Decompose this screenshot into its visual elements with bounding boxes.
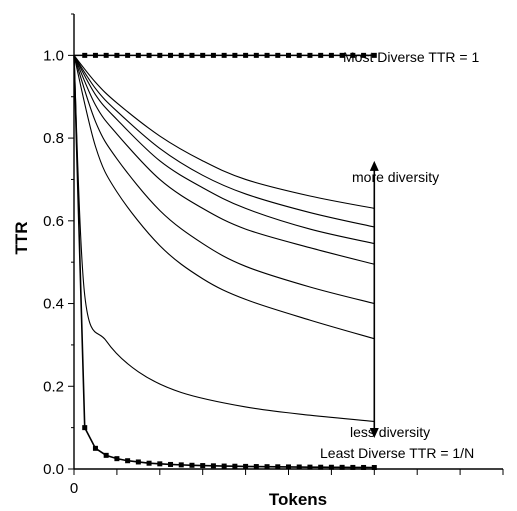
y-axis-title: TTR: [12, 221, 31, 254]
lower-bound-point: [253, 464, 259, 470]
upper-bound-point: [200, 52, 206, 58]
lower-bound-point: [135, 459, 141, 465]
y-tick-label: 1.0: [43, 47, 64, 64]
upper-bound-point: [275, 52, 281, 58]
upper-bound-point: [157, 52, 163, 58]
lower-bound-point: [146, 460, 152, 466]
lower-bound-point: [210, 463, 216, 469]
upper-bound-point: [339, 52, 345, 58]
upper-bound-point: [243, 52, 249, 58]
ttr-curve-2: [73, 55, 375, 340]
upper-bound-point: [168, 52, 174, 58]
lower-bound-point: [286, 464, 291, 470]
lower-bound-point: [178, 462, 184, 468]
upper-bound-point: [328, 52, 334, 58]
upper-bound-point: [350, 52, 356, 58]
bounds: [73, 52, 377, 471]
lower-bound-label: Least Diverse TTR = 1/N: [320, 445, 474, 461]
lower-bound-point: [232, 463, 238, 469]
upper-bound-point: [114, 52, 120, 58]
upper-bound-point: [361, 52, 367, 58]
upper-bound-point: [178, 52, 184, 58]
lower-bound-point: [200, 463, 206, 469]
ttr-curve-5: [73, 55, 375, 245]
lower-bound-point: [318, 464, 324, 470]
lower-bound-point: [243, 463, 249, 469]
lower-bound-point: [168, 461, 174, 467]
lower-bound-point: [103, 452, 109, 458]
upper-bound-point: [371, 52, 377, 58]
lower-bound-point: [189, 462, 195, 468]
x-axis-title: Tokens: [269, 490, 327, 509]
lower-bound-point: [296, 464, 302, 470]
lower-bound-point: [125, 458, 131, 464]
arrow-head-up: [369, 160, 379, 171]
upper-bound-point: [318, 52, 324, 58]
ttr-curve-1: [73, 55, 375, 422]
y-tick-label: 0.0: [43, 461, 64, 478]
upper-bound-point: [221, 52, 227, 58]
lower-bound-point: [371, 465, 377, 471]
upper-bound-point: [189, 52, 195, 58]
y-tick-label: 0.2: [43, 378, 64, 395]
lower-bound-point: [157, 461, 163, 467]
y-tick-label: 0.6: [43, 213, 64, 230]
lower-bound-point: [221, 463, 227, 469]
upper-bound-point: [92, 52, 98, 58]
lower-bound-point: [92, 445, 98, 451]
curves: [73, 55, 375, 422]
upper-bound-point: [210, 52, 216, 58]
lower-bound-point: [275, 464, 281, 470]
upper-bound-point: [264, 52, 270, 58]
arrow-head-down: [369, 427, 379, 438]
lower-bound-point: [339, 464, 345, 470]
ttr-curve-3: [73, 55, 375, 305]
upper-bound-point: [125, 52, 131, 58]
y-tick-label: 0.8: [43, 130, 64, 147]
lower-bound-point: [307, 464, 313, 470]
upper-bound-point: [82, 52, 88, 58]
diversity-arrow: [369, 160, 379, 438]
upper-bound-point: [135, 52, 141, 58]
more-diversity-label: more diversity: [352, 169, 439, 185]
x-tick-label: 0: [70, 480, 78, 497]
lower-bound-point: [350, 464, 356, 470]
lower-bound-point: [328, 464, 334, 470]
lower-bound-point: [361, 464, 367, 470]
y-tick-label: 0.4: [43, 296, 64, 313]
lower-bound-line: [73, 55, 375, 469]
upper-bound-point: [296, 52, 302, 58]
ttr-curve-6: [73, 55, 375, 228]
upper-bound-point: [232, 52, 238, 58]
lower-bound-point: [264, 464, 270, 470]
ttr-curve-4: [73, 55, 375, 265]
upper-bound-point: [307, 52, 313, 58]
upper-bound-point: [253, 52, 259, 58]
upper-bound-label: Most Diverse TTR = 1: [343, 49, 479, 65]
upper-bound-point: [286, 52, 291, 58]
less-diversity-label: less diversity: [350, 424, 430, 440]
lower-bound-point: [114, 456, 120, 462]
ticks: 0.0 0.2 0.4 0.6 0.8 1.0 0: [43, 13, 504, 497]
upper-bound-point: [103, 52, 109, 58]
lower-bound-point: [82, 425, 88, 431]
upper-bound-point: [146, 52, 152, 58]
ttr-curve-7: [73, 55, 375, 209]
